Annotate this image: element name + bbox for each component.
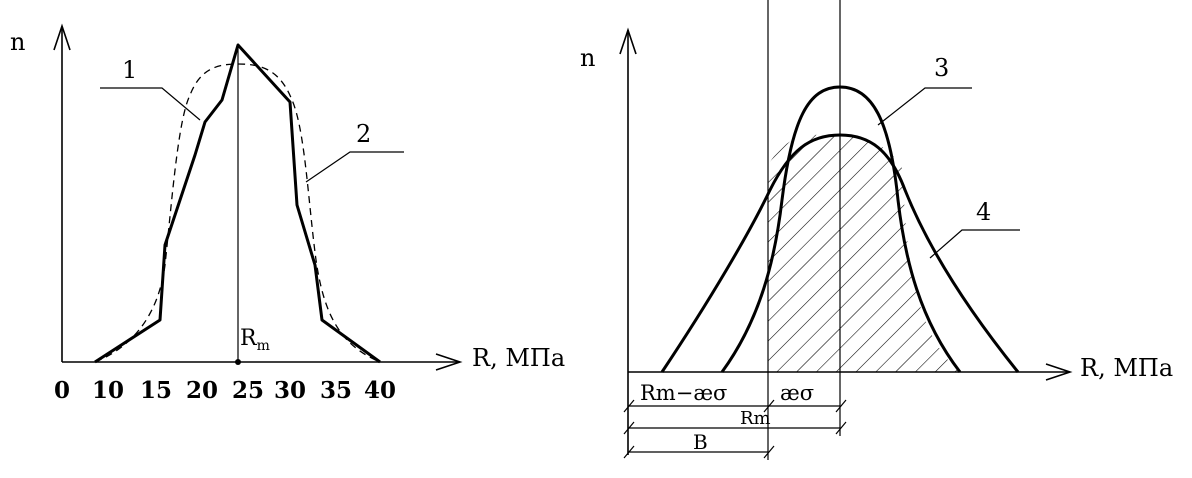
hatched-area [768, 134, 960, 372]
tick-label: 35 [320, 377, 352, 404]
right-y-arrow [619, 27, 637, 55]
leader-4 [929, 229, 1020, 259]
dim-label-rm-minus-ae-sigma: Rm−æσ [640, 381, 727, 405]
right-panel: n R, МПа 3 4 Rm−æσ æσ [580, 0, 1173, 460]
curve-4-wide [660, 133, 1020, 373]
dim-label-rm: Rm [740, 408, 771, 429]
curve-label-4: 4 [976, 198, 991, 226]
mean-point [235, 359, 241, 365]
right-x-axis-label: R, МПа [1080, 354, 1173, 382]
curve-label-1: 1 [122, 56, 137, 84]
tick-label: 30 [274, 377, 306, 404]
leader-1 [100, 87, 201, 121]
tick-label: 40 [364, 377, 396, 404]
mean-label: Rm [240, 326, 270, 354]
dimension-lines [623, 399, 847, 459]
left-x-arrow [435, 353, 463, 371]
right-y-axis-label: n [580, 44, 595, 72]
curve-1-polyline [94, 43, 381, 364]
left-y-axis-label: n [10, 28, 25, 56]
curve-label-3: 3 [934, 54, 949, 82]
leader-3 [877, 87, 972, 126]
right-x-arrow [1045, 363, 1073, 381]
leader-2 [305, 151, 404, 183]
tick-label: 10 [92, 377, 124, 404]
tick-label: 0 [54, 377, 70, 404]
left-panel: n R, МПа 0 10 15 20 25 30 35 40 Rm 1 2 [10, 23, 565, 404]
tick-label: 15 [140, 377, 172, 404]
left-y-arrow [53, 23, 71, 51]
curve-3-narrow [720, 85, 962, 373]
curve-label-2: 2 [356, 120, 371, 148]
left-x-axis-label: R, МПа [472, 344, 565, 372]
tick-label: 25 [232, 377, 264, 404]
dim-label-ae-sigma: æσ [780, 381, 814, 405]
left-x-tick-labels: 0 10 15 20 25 30 35 40 [54, 377, 396, 404]
dim-label-b: B [693, 430, 708, 454]
tick-label: 20 [186, 377, 218, 404]
